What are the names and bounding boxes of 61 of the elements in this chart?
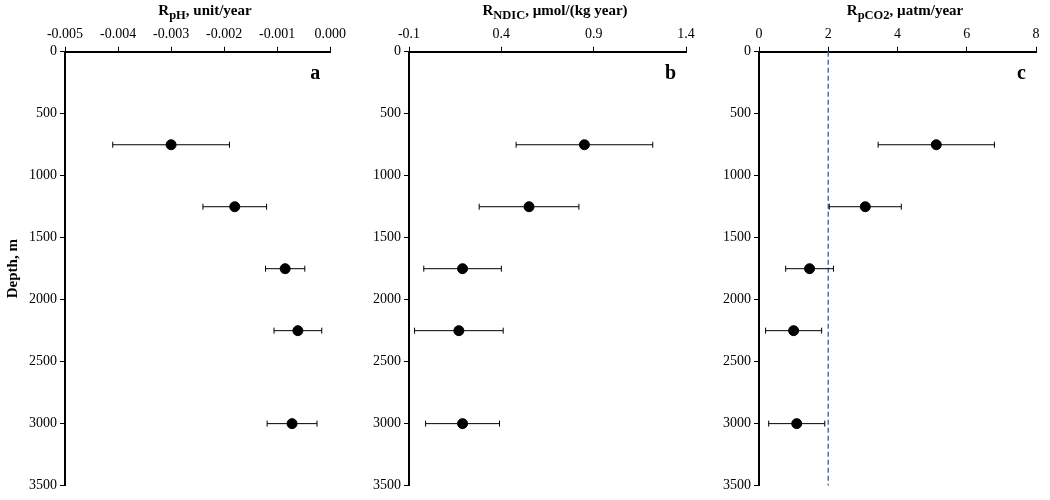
annotation: b bbox=[664, 60, 676, 83]
x-tick-label: -0.004 bbox=[99, 26, 137, 42]
y-tick-label: 1500 bbox=[29, 229, 57, 245]
y-tick-label: 2500 bbox=[723, 353, 751, 369]
x-tick-label: 0 bbox=[755, 26, 763, 42]
x-tick-label: -0.1 bbox=[397, 26, 421, 42]
y-tick-label: 2500 bbox=[373, 353, 401, 369]
y-tick-label: 500 bbox=[730, 105, 751, 121]
point bbox=[930, 139, 942, 151]
chart-title: R$_{pCO2}$, µatm/year bbox=[845, 2, 965, 23]
y-tick-label: 1000 bbox=[723, 167, 751, 183]
y-tick-label: 1000 bbox=[373, 167, 401, 183]
x-tick-label: 4 bbox=[894, 26, 901, 42]
x-tick-label: 0.9 bbox=[584, 26, 603, 42]
y-tick-label: 2000 bbox=[723, 291, 751, 307]
y-tick-label: 3500 bbox=[723, 477, 751, 493]
x-tick-label: 8 bbox=[1032, 26, 1040, 42]
chart-title: R$_{pH}$, unit/year bbox=[157, 2, 253, 23]
point bbox=[292, 325, 304, 337]
point bbox=[523, 201, 535, 213]
point bbox=[453, 325, 465, 337]
x-tick-label: -0.003 bbox=[153, 26, 190, 42]
y-tick-label: 3000 bbox=[723, 415, 751, 431]
y-tick-label: 3000 bbox=[373, 415, 401, 431]
x-tick-label: -0.005 bbox=[46, 26, 84, 42]
x-tick-label: -0.002 bbox=[206, 26, 243, 42]
x-tick-label: 0.000 bbox=[314, 26, 346, 42]
y-tick-label: 0 bbox=[744, 43, 751, 59]
y-tick-label: 1500 bbox=[373, 229, 401, 245]
point bbox=[791, 418, 803, 430]
y-tick-label: 500 bbox=[380, 105, 401, 121]
x-tick-label: 1.4 bbox=[677, 26, 695, 42]
annotation: a bbox=[310, 60, 321, 83]
y-tick-label: 1500 bbox=[723, 229, 751, 245]
point bbox=[279, 263, 291, 275]
x-tick-label: 0.4 bbox=[492, 26, 511, 42]
x-tick-label: 2 bbox=[824, 26, 832, 42]
point bbox=[859, 201, 871, 213]
point bbox=[457, 263, 469, 275]
y-tick-label: 2000 bbox=[29, 291, 57, 307]
y-tick-label: 3500 bbox=[373, 477, 401, 493]
x-tick-label: 6 bbox=[963, 26, 971, 42]
point bbox=[578, 139, 590, 151]
y-tick-label: 3000 bbox=[29, 415, 57, 431]
y-tick-label: 1000 bbox=[29, 167, 57, 183]
point bbox=[165, 139, 177, 151]
y-tick-label: 2500 bbox=[29, 353, 57, 369]
y-tick-label: 0 bbox=[50, 43, 57, 59]
point bbox=[229, 201, 241, 213]
point bbox=[457, 418, 469, 430]
point bbox=[804, 263, 816, 275]
annotation: c bbox=[1017, 60, 1027, 83]
chart-title: R$_{NDIC}$, µmol/(kg year) bbox=[481, 2, 629, 23]
y-axis-title: Depth, m bbox=[3, 238, 20, 299]
x-tick-label: -0.001 bbox=[259, 26, 296, 42]
y-tick-label: 0 bbox=[394, 43, 401, 59]
y-tick-label: 500 bbox=[36, 105, 57, 121]
point bbox=[788, 325, 800, 337]
y-tick-label: 2000 bbox=[373, 291, 401, 307]
y-tick-label: 3500 bbox=[29, 477, 57, 493]
point bbox=[286, 418, 298, 430]
